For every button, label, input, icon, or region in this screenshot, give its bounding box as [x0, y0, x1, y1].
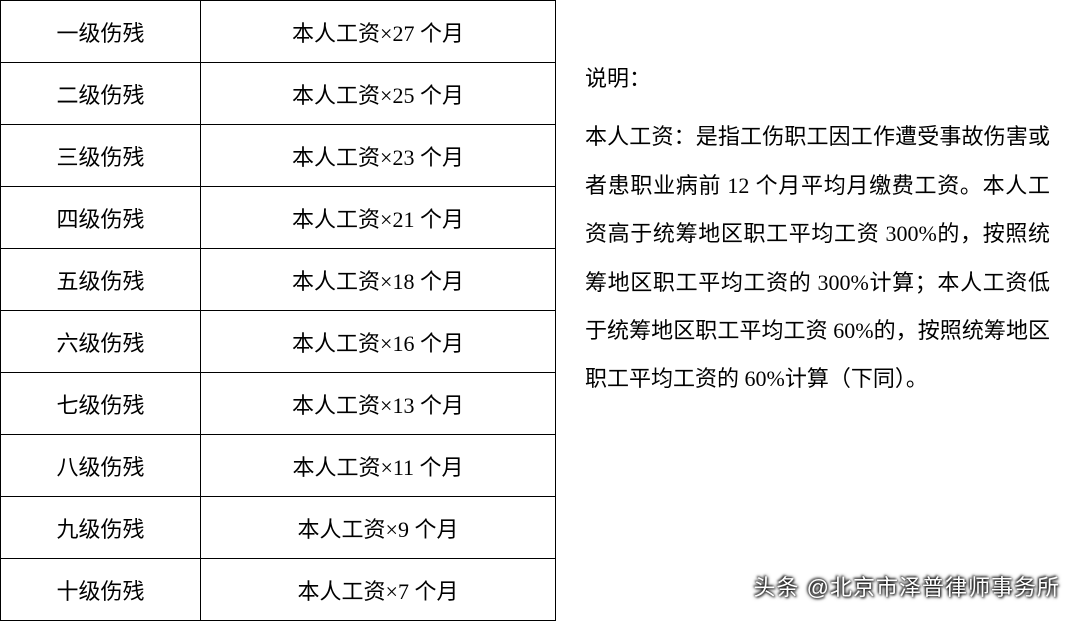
table-row: 六级伤残 本人工资×16 个月	[1, 311, 556, 373]
disability-level-cell: 六级伤残	[1, 311, 201, 373]
table-row: 五级伤残 本人工资×18 个月	[1, 249, 556, 311]
table-row: 一级伤残 本人工资×27 个月	[1, 1, 556, 63]
table-row: 四级伤残 本人工资×21 个月	[1, 187, 556, 249]
disability-level-cell: 七级伤残	[1, 373, 201, 435]
table-row: 二级伤残 本人工资×25 个月	[1, 63, 556, 125]
compensation-table-section: 一级伤残 本人工资×27 个月 二级伤残 本人工资×25 个月 三级伤残 本人工…	[0, 0, 555, 620]
compensation-formula-cell: 本人工资×23 个月	[201, 125, 556, 187]
compensation-formula-cell: 本人工资×18 个月	[201, 249, 556, 311]
watermark-text: 头条 @北京市泽普律师事务所	[754, 570, 1060, 602]
description-body: 本人工资：是指工伤职工因工作遭受事故伤害或者患职业病前 12 个月平均月缴费工资…	[585, 113, 1050, 403]
compensation-formula-cell: 本人工资×13 个月	[201, 373, 556, 435]
disability-level-cell: 一级伤残	[1, 1, 201, 63]
table-row: 三级伤残 本人工资×23 个月	[1, 125, 556, 187]
table-row: 八级伤残 本人工资×11 个月	[1, 435, 556, 497]
compensation-formula-cell: 本人工资×27 个月	[201, 1, 556, 63]
table-body: 一级伤残 本人工资×27 个月 二级伤残 本人工资×25 个月 三级伤残 本人工…	[1, 1, 556, 621]
table-row: 九级伤残 本人工资×9 个月	[1, 497, 556, 559]
disability-level-cell: 十级伤残	[1, 559, 201, 621]
description-title: 说明：	[585, 55, 1050, 103]
table-row: 十级伤残 本人工资×7 个月	[1, 559, 556, 621]
disability-level-cell: 八级伤残	[1, 435, 201, 497]
disability-level-cell: 二级伤残	[1, 63, 201, 125]
compensation-formula-cell: 本人工资×9 个月	[201, 497, 556, 559]
page-container: 一级伤残 本人工资×27 个月 二级伤残 本人工资×25 个月 三级伤残 本人工…	[0, 0, 1080, 620]
compensation-formula-cell: 本人工资×21 个月	[201, 187, 556, 249]
disability-level-cell: 四级伤残	[1, 187, 201, 249]
disability-level-cell: 三级伤残	[1, 125, 201, 187]
compensation-formula-cell: 本人工资×16 个月	[201, 311, 556, 373]
disability-level-cell: 九级伤残	[1, 497, 201, 559]
table-row: 七级伤残 本人工资×13 个月	[1, 373, 556, 435]
compensation-formula-cell: 本人工资×25 个月	[201, 63, 556, 125]
compensation-table: 一级伤残 本人工资×27 个月 二级伤残 本人工资×25 个月 三级伤残 本人工…	[0, 0, 556, 621]
compensation-formula-cell: 本人工资×7 个月	[201, 559, 556, 621]
description-section: 说明： 本人工资：是指工伤职工因工作遭受事故伤害或者患职业病前 12 个月平均月…	[555, 0, 1080, 620]
disability-level-cell: 五级伤残	[1, 249, 201, 311]
compensation-formula-cell: 本人工资×11 个月	[201, 435, 556, 497]
